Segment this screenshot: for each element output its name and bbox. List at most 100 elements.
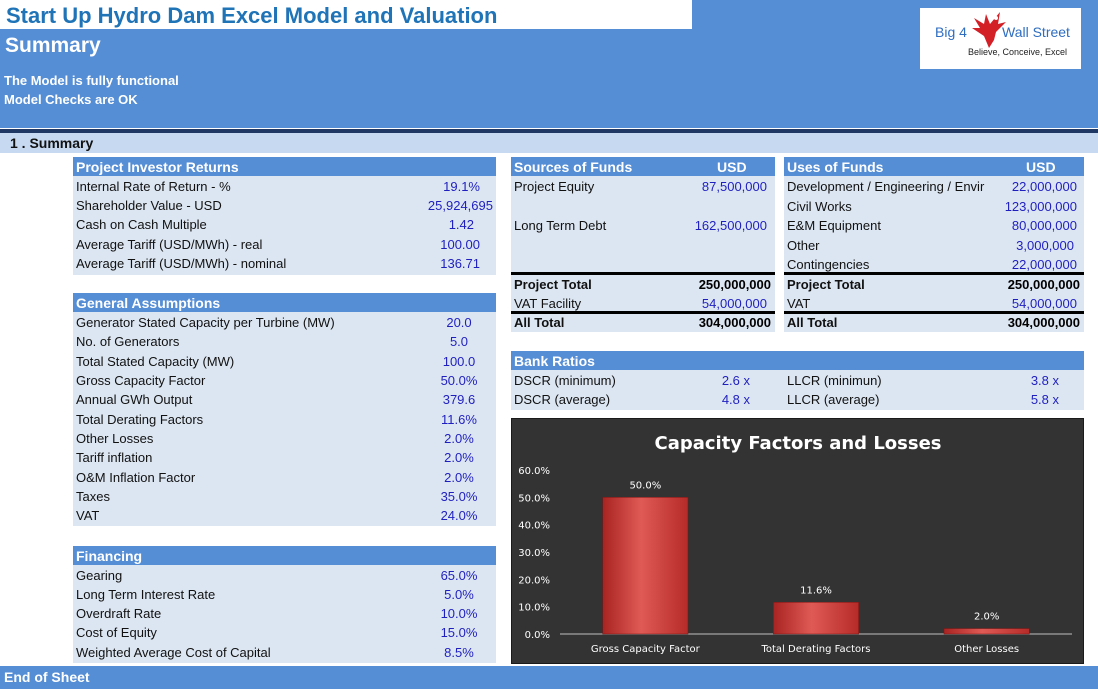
y-tick-label: 10.0% bbox=[518, 603, 550, 614]
row-value[interactable]: 25,924,695 bbox=[427, 198, 493, 213]
row-label: All Total bbox=[514, 315, 565, 330]
row-label: Taxes bbox=[76, 489, 110, 504]
total-divider bbox=[784, 272, 1084, 275]
row-value[interactable]: 123,000,000 bbox=[1004, 199, 1077, 214]
row-label: Weighted Average Cost of Capital bbox=[76, 645, 271, 660]
x-category-label: Total Derating Factors bbox=[760, 644, 870, 655]
row-label: Average Tariff (USD/MWh) - real bbox=[76, 237, 263, 252]
row-label: E&M Equipment bbox=[787, 218, 881, 233]
row-value[interactable]: 2.0% bbox=[444, 431, 474, 446]
row-value[interactable]: 304,000,000 bbox=[698, 315, 771, 330]
uses-of-funds-table: Uses of Funds USD Development / Engineeri… bbox=[784, 157, 1084, 332]
row-value[interactable]: 5.0% bbox=[444, 587, 474, 602]
eagle-icon bbox=[972, 12, 1006, 48]
row-label: VAT bbox=[787, 296, 811, 311]
table-row: Generator Stated Capacity per Turbine (M… bbox=[73, 313, 496, 332]
row-value[interactable]: 100.00 bbox=[440, 237, 480, 252]
bar-data-label: 11.6% bbox=[800, 585, 832, 596]
row-value[interactable]: 11.6% bbox=[441, 412, 477, 427]
row-label: All Total bbox=[787, 315, 838, 330]
row-label: Other bbox=[787, 238, 820, 253]
row-value[interactable]: 2.6 x bbox=[721, 373, 750, 388]
project-total-row: Project Total 250,000,000 bbox=[511, 275, 775, 294]
row-value[interactable]: 54,000,000 bbox=[1011, 296, 1077, 311]
table-header: Sources of Funds USD bbox=[511, 157, 775, 176]
row-value[interactable]: 22,000,000 bbox=[1011, 179, 1077, 194]
row-value[interactable]: 24.0% bbox=[440, 508, 478, 523]
row-label: Average Tariff (USD/MWh) - nominal bbox=[76, 256, 287, 271]
row-value[interactable]: 162,500,000 bbox=[694, 218, 767, 233]
row-value[interactable]: 250,000,000 bbox=[1007, 277, 1080, 292]
table-header-label: Uses of Funds bbox=[787, 159, 884, 175]
table-header: Uses of Funds USD bbox=[784, 157, 1084, 176]
currency-header: USD bbox=[717, 159, 747, 175]
bar-data-label: 50.0% bbox=[629, 480, 661, 491]
row-value[interactable]: 54,000,000 bbox=[701, 296, 767, 311]
model-title: Start Up Hydro Dam Excel Model and Valua… bbox=[6, 3, 498, 28]
x-category-label: Other Losses bbox=[954, 644, 1019, 655]
row-label: Long Term Interest Rate bbox=[76, 587, 216, 602]
row-value[interactable]: 80,000,000 bbox=[1011, 218, 1077, 233]
table-row: Annual GWh Output 379.6 bbox=[73, 390, 496, 409]
row-value[interactable]: 379.6 bbox=[442, 392, 476, 407]
row-value[interactable]: 15.0% bbox=[440, 625, 478, 640]
x-category-label: Gross Capacity Factor bbox=[591, 644, 701, 655]
chart-bar bbox=[602, 497, 689, 635]
y-tick-label: 20.0% bbox=[518, 575, 550, 586]
row-value[interactable]: 5.0 bbox=[449, 334, 469, 349]
row-label: DSCR (average) bbox=[514, 392, 611, 407]
row-label: Other Losses bbox=[76, 431, 154, 446]
row-value[interactable]: 87,500,000 bbox=[701, 179, 767, 194]
row-label: VAT bbox=[76, 508, 100, 523]
row-value[interactable]: 20.0 bbox=[446, 315, 472, 330]
table-row: Civil Works 123,000,000 bbox=[784, 197, 1084, 216]
row-label: Total Stated Capacity (MW) bbox=[76, 354, 235, 369]
table-row: Gross Capacity Factor 50.0% bbox=[73, 371, 496, 390]
y-tick-label: 0.0% bbox=[525, 630, 550, 641]
row-label: Long Term Debt bbox=[514, 218, 607, 233]
row-value[interactable]: 4.8 x bbox=[721, 392, 750, 407]
table-row: Internal Rate of Return - % 19.1% bbox=[73, 177, 496, 196]
table-row: Development / Engineering / Envir 22,000,… bbox=[784, 177, 1084, 196]
y-tick-label: 30.0% bbox=[518, 548, 550, 559]
table-row: Project Equity 87,500,000 bbox=[511, 177, 775, 196]
row-label: Project Equity bbox=[514, 179, 595, 194]
table-row: Other 3,000,000 bbox=[784, 236, 1084, 255]
row-value[interactable]: 22,000,000 bbox=[1011, 257, 1077, 272]
row-value[interactable]: 2.0% bbox=[444, 450, 474, 465]
vat-row: VAT 54,000,000 bbox=[784, 294, 1084, 313]
row-value[interactable]: 65.0% bbox=[440, 568, 478, 583]
row-label: LLCR (average) bbox=[787, 392, 880, 407]
table-row: Long Term Interest Rate 5.0% bbox=[73, 585, 496, 604]
section-bar: 1 . Summary bbox=[0, 133, 1098, 153]
row-value[interactable]: 1.42 bbox=[448, 217, 474, 232]
row-label: Contingencies bbox=[787, 257, 870, 272]
financing-table: Financing Gearing 65.0% Long Term Interes… bbox=[73, 546, 496, 663]
table-row: Long Term Debt 162,500,000 bbox=[511, 216, 775, 235]
row-value[interactable]: 250,000,000 bbox=[698, 277, 771, 292]
chart-svg: Capacity Factors and Losses 0.0% 10.0% 20.… bbox=[518, 433, 1072, 655]
row-value[interactable]: 304,000,000 bbox=[1007, 315, 1080, 330]
row-label: Tariff inflation bbox=[76, 450, 153, 465]
table-header: Financing bbox=[73, 546, 496, 565]
row-value[interactable]: 50.0% bbox=[440, 373, 478, 388]
status-functional: The Model is fully functional bbox=[4, 73, 179, 88]
sources-of-funds-table: Sources of Funds USD Project Equity 87,500… bbox=[511, 157, 775, 332]
row-value[interactable]: 3,000,000 bbox=[1016, 238, 1074, 253]
row-value[interactable]: 8.5% bbox=[444, 645, 474, 660]
table-row: DSCR (minimum) 2.6 x LLCR (minimun) 3.8 … bbox=[511, 371, 1084, 390]
row-value[interactable]: 2.0% bbox=[444, 470, 474, 485]
row-value[interactable]: 100.0 bbox=[442, 354, 476, 369]
table-row: Total Derating Factors 11.6% bbox=[73, 410, 496, 429]
row-value[interactable]: 136.71 bbox=[440, 256, 480, 271]
table-header-label: General Assumptions bbox=[76, 295, 221, 311]
table-row: Average Tariff (USD/MWh) - real 100.00 bbox=[73, 235, 496, 254]
row-value[interactable]: 3.8 x bbox=[1030, 373, 1059, 388]
row-value[interactable]: 35.0% bbox=[440, 489, 478, 504]
row-value[interactable]: 19.1% bbox=[443, 179, 480, 194]
row-value[interactable]: 5.8 x bbox=[1030, 392, 1059, 407]
logo-big4-text: Big 4 bbox=[935, 24, 967, 40]
table-header: General Assumptions bbox=[73, 293, 496, 312]
capacity-factors-chart[interactable]: Capacity Factors and Losses 0.0% 10.0% 20.… bbox=[511, 418, 1084, 664]
row-value[interactable]: 10.0% bbox=[440, 606, 478, 621]
